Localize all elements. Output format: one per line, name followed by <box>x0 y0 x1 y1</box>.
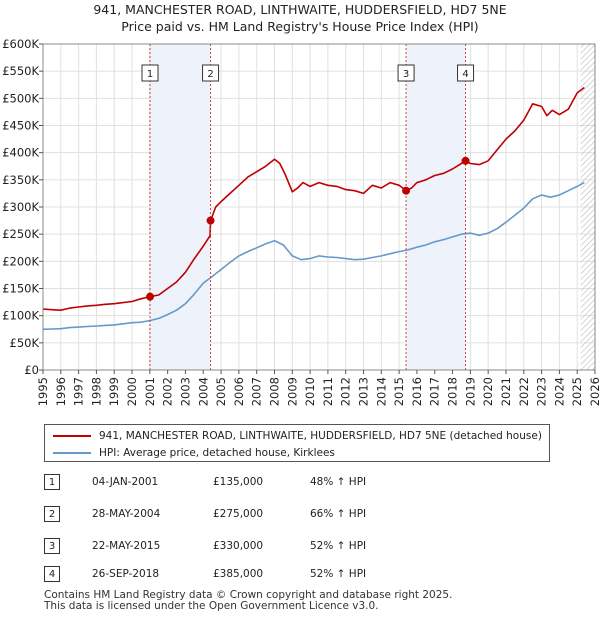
x-tick-label: 1996 <box>54 377 68 406</box>
x-tick-label: 2008 <box>267 377 281 406</box>
x-tick-label: 2020 <box>481 377 495 406</box>
sale-date: 26-SEP-2018 <box>92 568 160 580</box>
x-tick-label: 1997 <box>72 377 86 406</box>
footer: Contains HM Land Registry data © Crown c… <box>44 590 452 612</box>
x-tick-label: 1998 <box>89 377 103 406</box>
y-tick-label: £300K <box>2 200 39 214</box>
y-tick-label: £500K <box>2 91 39 105</box>
sale-point <box>402 186 411 195</box>
axes: £0 £50K £100K £150K £200K £250K £300K £350K £400… <box>2 37 600 406</box>
sale-markers: 1 2 3 4 <box>141 44 475 370</box>
x-tick-label: 2003 <box>178 377 192 406</box>
sale-hpi-change: 48% ↑ HPI <box>310 476 367 488</box>
x-tick-label: 2001 <box>143 377 157 406</box>
legend-swatch-hpi <box>53 452 91 454</box>
legend-swatch-property <box>53 435 91 437</box>
legend-item-hpi: HPI: Average price, detached house, Kirk… <box>53 445 335 461</box>
sale-point <box>461 156 470 165</box>
x-tick-label: 2015 <box>392 377 406 406</box>
sale-label: 4 <box>462 69 468 80</box>
chart-subtitle: Price paid vs. HM Land Registry's House … <box>121 19 478 34</box>
x-tick-label: 2014 <box>374 377 388 406</box>
x-tick-label: 2005 <box>214 377 228 406</box>
sale-label-box <box>457 64 475 82</box>
sale-date: 22-MAY-2015 <box>92 540 161 552</box>
x-tick-label: 2017 <box>428 377 442 406</box>
legend-item-property: 941, MANCHESTER ROAD, LINTHWAITE, HUDDER… <box>53 428 542 444</box>
series-lines <box>42 86 585 331</box>
footer-licence: This data is licensed under the Open Gov… <box>44 600 379 612</box>
sale-label-box <box>141 64 159 82</box>
sale-date: 04-JAN-2001 <box>92 476 159 488</box>
sale-hpi-change: 66% ↑ HPI <box>310 508 367 520</box>
sale-number: 4 <box>44 566 60 582</box>
sale-price: £275,000 <box>213 508 264 520</box>
sale-label-box <box>397 64 415 82</box>
sale-shading <box>150 44 595 370</box>
x-tick-label: 2022 <box>517 377 531 406</box>
x-tick-label: 2026 <box>588 377 600 406</box>
x-tick-label: 2021 <box>499 377 513 406</box>
x-tick-label: 2011 <box>321 377 335 406</box>
sale-label: 1 <box>147 69 153 80</box>
footer-copyright: Contains HM Land Registry data © Crown c… <box>44 589 453 601</box>
sale-hpi-change: 52% ↑ HPI <box>310 568 367 580</box>
y-tick-label: £200K <box>2 254 39 268</box>
y-tick-label: £600K <box>2 37 39 51</box>
sale-label-box <box>202 64 220 82</box>
sale-hpi-change: 52% ↑ HPI <box>310 540 367 552</box>
y-tick-label: £550K <box>2 64 39 78</box>
sale-number: 1 <box>44 474 60 490</box>
sale-price: £385,000 <box>213 568 264 580</box>
y-tick-label: £400K <box>2 146 39 160</box>
series-line <box>42 181 585 331</box>
sale-number: 2 <box>44 506 60 522</box>
series-line <box>42 86 585 312</box>
sale-date: 28-MAY-2004 <box>92 508 161 520</box>
y-tick-label: £50K <box>10 336 40 350</box>
x-tick-label: 1995 <box>36 377 50 406</box>
sale-point <box>206 216 215 225</box>
legend: 941, MANCHESTER ROAD, LINTHWAITE, HUDDER… <box>44 424 550 462</box>
sale-number: 3 <box>44 538 60 554</box>
x-tick-label: 2000 <box>125 377 139 406</box>
x-tick-label: 2018 <box>446 377 460 406</box>
price-chart: 941, MANCHESTER ROAD, LINTHWAITE, HUDDER… <box>2 2 600 406</box>
sale-label: 2 <box>207 69 213 80</box>
sale-row: 2 28-MAY-2004 £275,000 66% ↑ HPI <box>44 506 564 524</box>
sale-label: 3 <box>403 69 409 80</box>
x-tick-label: 2004 <box>196 377 210 406</box>
sale-period-shade <box>406 44 466 370</box>
y-tick-label: £150K <box>2 282 39 296</box>
x-tick-label: 2002 <box>161 377 175 406</box>
y-tick-label: £250K <box>2 227 39 241</box>
sale-row: 4 26-SEP-2018 £385,000 52% ↑ HPI <box>44 566 564 584</box>
x-tick-label: 2009 <box>285 377 299 406</box>
x-tick-label: 2013 <box>357 377 371 406</box>
sale-period-shade <box>150 44 211 370</box>
sale-row: 1 04-JAN-2001 £135,000 48% ↑ HPI <box>44 474 564 492</box>
x-tick-label: 2024 <box>552 377 566 406</box>
sale-price: £330,000 <box>213 540 264 552</box>
chart-title: 941, MANCHESTER ROAD, LINTHWAITE, HUDDER… <box>93 2 506 17</box>
y-tick-label: £350K <box>2 173 39 187</box>
sale-price: £135,000 <box>213 476 264 488</box>
x-tick-label: 2016 <box>410 377 424 406</box>
sale-point <box>146 292 155 301</box>
x-tick-label: 1999 <box>107 377 121 406</box>
x-tick-label: 2010 <box>303 377 317 406</box>
y-tick-label: £100K <box>2 309 39 323</box>
y-tick-label: £450K <box>2 119 39 133</box>
x-tick-label: 2012 <box>339 377 353 406</box>
x-tick-label: 2023 <box>535 377 549 406</box>
legend-label-property: 941, MANCHESTER ROAD, LINTHWAITE, HUDDER… <box>99 430 542 442</box>
future-shade <box>580 44 595 370</box>
x-tick-label: 2006 <box>232 377 246 406</box>
x-tick-label: 2019 <box>463 377 477 406</box>
x-tick-label: 2007 <box>250 377 264 406</box>
legend-label-hpi: HPI: Average price, detached house, Kirk… <box>99 447 335 459</box>
y-tick-label: £0 <box>24 363 39 377</box>
x-tick-label: 2025 <box>570 377 584 406</box>
sale-row: 3 22-MAY-2015 £330,000 52% ↑ HPI <box>44 538 564 556</box>
